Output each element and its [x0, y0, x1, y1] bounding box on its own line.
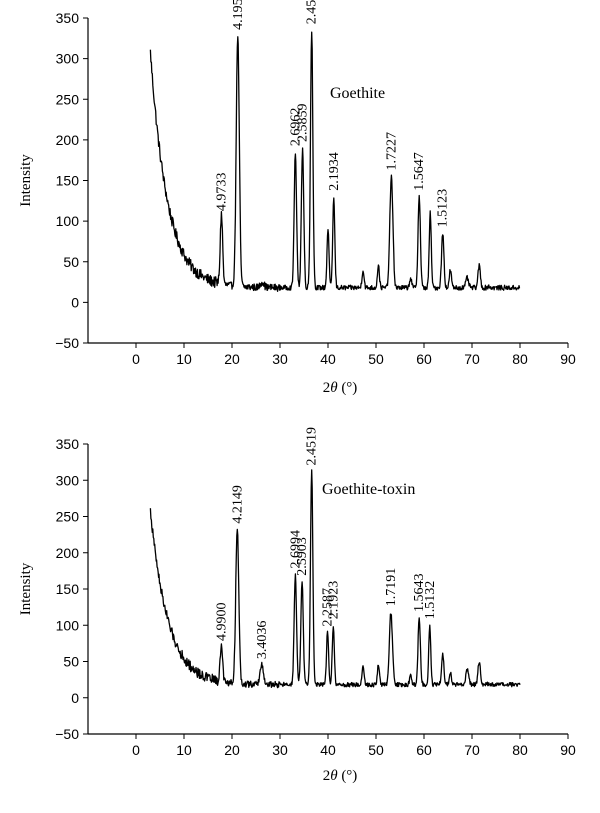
x-tick-label: 60: [416, 351, 432, 367]
x-tick-label: 0: [132, 351, 140, 367]
peak-label: 2.4584: [305, 0, 320, 24]
y-tick-label: 200: [56, 132, 80, 148]
peak-label: 1.5643: [412, 574, 427, 613]
x-tick-label: 10: [176, 742, 192, 758]
x-tick-label: 40: [320, 351, 336, 367]
peak-label: 1.7227: [384, 132, 399, 171]
peak-label: 3.4036: [255, 621, 270, 660]
y-tick-label: 150: [56, 173, 80, 189]
panel-title: Goethite: [330, 85, 385, 102]
y-tick-label: −50: [55, 335, 79, 351]
peak-label: 4.2149: [230, 485, 245, 524]
x-tick-label: 50: [368, 742, 384, 758]
peak-label: 2.1923: [326, 581, 341, 620]
peak-label: 1.5123: [436, 189, 451, 228]
x-tick-label: 80: [512, 742, 528, 758]
x-tick-label: 70: [464, 742, 480, 758]
x-axis-title: 2θ (°): [323, 380, 358, 396]
peak-label: 4.9733: [214, 173, 229, 212]
y-tick-label: 150: [56, 581, 80, 597]
y-axis-title: Intensity: [18, 562, 34, 615]
y-axis-title: Intensity: [18, 154, 34, 207]
x-tick-label: 50: [368, 351, 384, 367]
peak-label: 1.5647: [412, 152, 427, 191]
x-tick-label: 10: [176, 351, 192, 367]
y-tick-label: 350: [56, 436, 80, 452]
y-tick-label: 100: [56, 213, 80, 229]
x-tick-label: 30: [272, 742, 288, 758]
x-tick-label: 90: [560, 742, 576, 758]
x-tick-label: 90: [560, 351, 576, 367]
x-tick-label: 40: [320, 742, 336, 758]
x-tick-label: 0: [132, 742, 140, 758]
x-tick-label: 30: [272, 351, 288, 367]
peak-label: 2.2587: [321, 588, 336, 627]
y-tick-label: 0: [71, 690, 79, 706]
x-tick-label: 60: [416, 742, 432, 758]
y-tick-label: 350: [56, 10, 80, 26]
xrd-trace-line: [149, 31, 521, 292]
peak-label: 2.6994: [288, 530, 303, 569]
panel-title: Goethite-toxin: [322, 481, 415, 498]
x-tick-label: 20: [224, 351, 240, 367]
xrd-trace-line: [149, 469, 521, 689]
peak-label: 2.4519: [305, 427, 320, 466]
y-tick-label: 50: [63, 654, 79, 670]
y-tick-label: −50: [55, 726, 79, 742]
x-tick-label: 80: [512, 351, 528, 367]
chart-panel-2: −50 0 50 100 150 200 250 300 350 0 10 20 30 40 50 60 70 8…: [18, 427, 576, 784]
peak-label: 4.9900: [214, 603, 229, 642]
peak-label: 2.5859: [296, 104, 311, 143]
peak-label: 4.1952: [231, 0, 246, 30]
y-tick-label: 250: [56, 91, 80, 107]
y-tick-label: 300: [56, 51, 80, 67]
x-tick-label: 20: [224, 742, 240, 758]
chart-panel-1: −50 0 50 100 150 200 250 300 350 0 10 20 30 40 50 60 70 8…: [18, 0, 576, 396]
y-tick-label: 50: [63, 254, 79, 270]
peak-label: 1.7191: [384, 568, 399, 607]
y-tick-label: 200: [56, 545, 80, 561]
y-tick-label: 0: [71, 294, 79, 310]
peak-label: 2.6962: [288, 108, 303, 147]
peak-label: 1.5132: [423, 581, 438, 620]
x-tick-label: 70: [464, 351, 480, 367]
y-tick-label: 300: [56, 472, 80, 488]
x-axis-title: 2θ (°): [323, 768, 358, 784]
y-tick-label: 100: [56, 617, 80, 633]
peak-label: 2.1934: [327, 152, 342, 191]
peak-label: 2.5903: [295, 537, 310, 576]
y-tick-label: 250: [56, 509, 80, 525]
